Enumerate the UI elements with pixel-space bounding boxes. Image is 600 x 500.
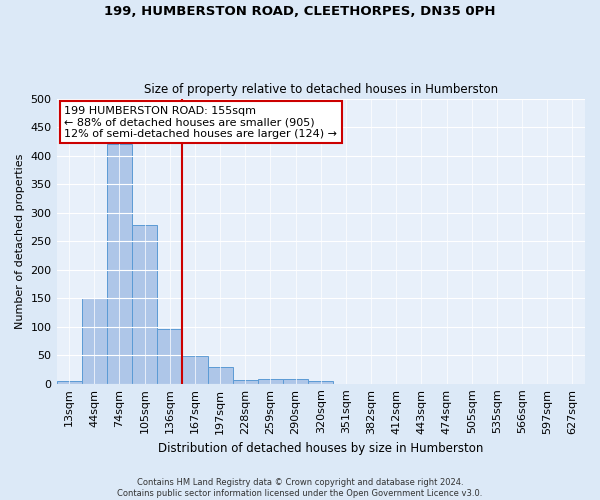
Bar: [132, 225, 157, 384]
Text: 199 HUMBERSTON ROAD: 155sqm
← 88% of detached houses are smaller (905)
12% of se: 199 HUMBERSTON ROAD: 155sqm ← 88% of det…: [64, 106, 337, 139]
Bar: [182, 356, 208, 384]
Bar: [82, 298, 107, 384]
Y-axis label: Number of detached properties: Number of detached properties: [15, 154, 25, 329]
Text: 199, HUMBERSTON ROAD, CLEETHORPES, DN35 0PH: 199, HUMBERSTON ROAD, CLEETHORPES, DN35 …: [104, 5, 496, 18]
X-axis label: Distribution of detached houses by size in Humberston: Distribution of detached houses by size …: [158, 442, 484, 455]
Bar: [233, 380, 258, 384]
Title: Size of property relative to detached houses in Humberston: Size of property relative to detached ho…: [144, 83, 498, 96]
Bar: [107, 144, 132, 384]
Bar: [208, 366, 233, 384]
Bar: [157, 329, 182, 384]
Bar: [56, 381, 82, 384]
Text: Contains HM Land Registry data © Crown copyright and database right 2024.
Contai: Contains HM Land Registry data © Crown c…: [118, 478, 482, 498]
Bar: [308, 381, 334, 384]
Bar: [283, 379, 308, 384]
Bar: [258, 378, 283, 384]
